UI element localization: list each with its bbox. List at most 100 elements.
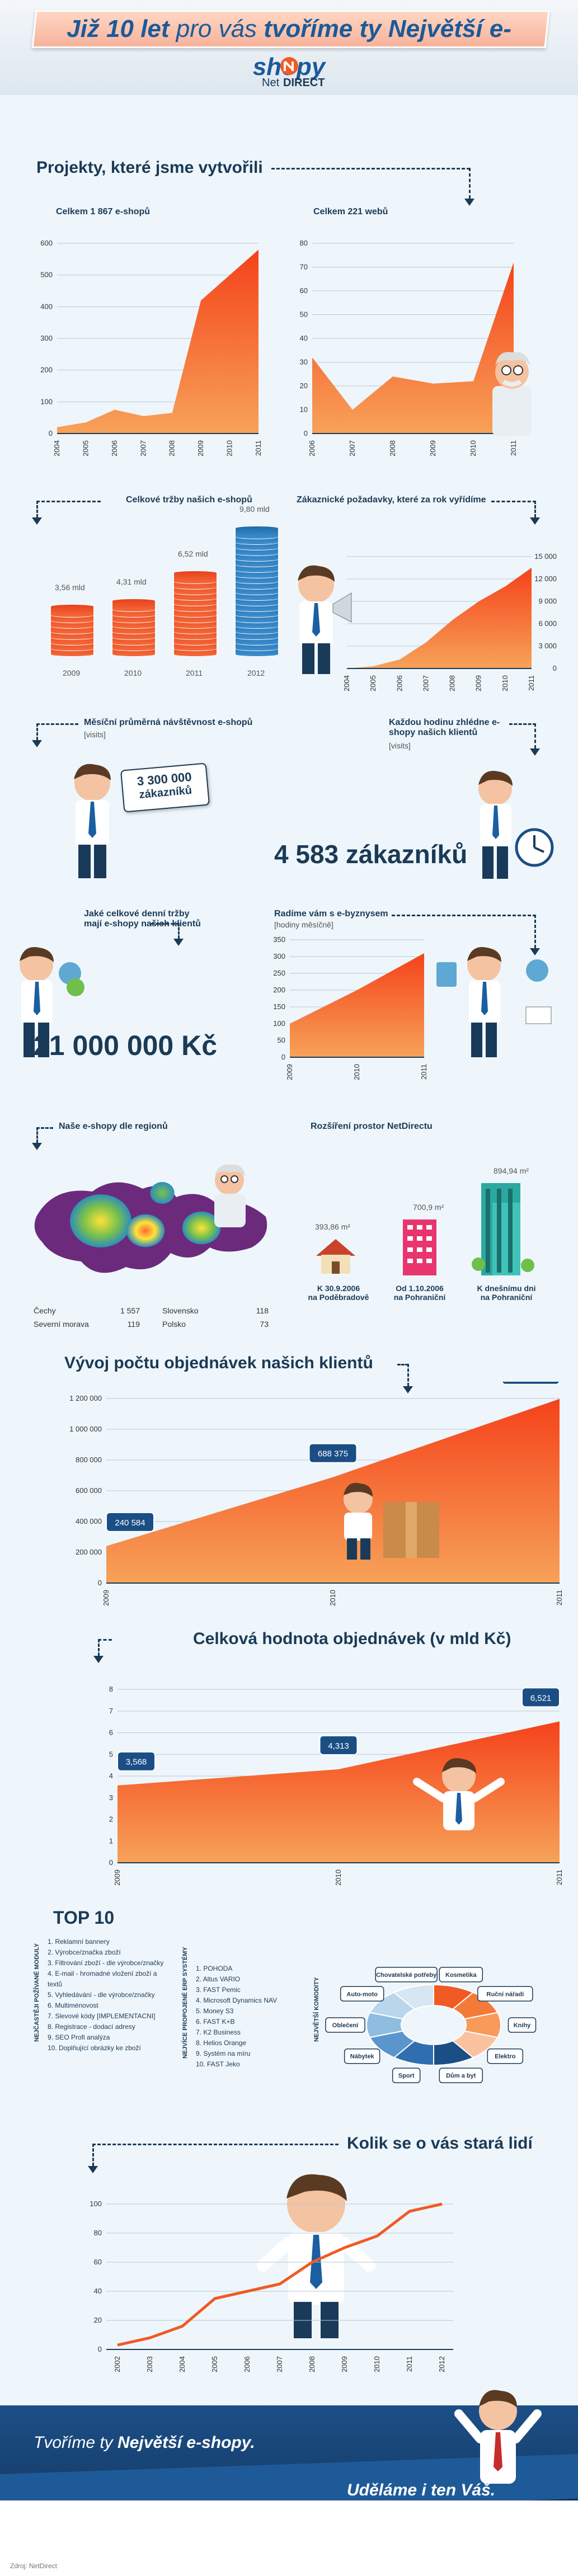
revenue-title: Jaké celkové denní tržby mají e-shopy na…	[84, 909, 201, 929]
top10-item: 4. Microsoft Dynamics NAV	[196, 1996, 278, 2004]
sales-year-label: 2011	[186, 668, 203, 677]
space-title: Rozšíření prostor NetDirectu	[311, 1122, 433, 1131]
region-value: 118	[256, 1306, 269, 1315]
visits-title: Měsíční průměrná návštěvnost e-shopů	[84, 718, 253, 727]
requests-arrow-line-v	[534, 501, 536, 517]
advice-unit: [hodiny měsíčně]	[274, 920, 333, 929]
top10-item: 5. Money S3	[196, 2007, 234, 2015]
webs-chart-title: Celkem 221 webů	[313, 207, 388, 216]
y-tick-label: 300	[273, 952, 285, 960]
top10-item: 2. Altus VARIO	[196, 1975, 241, 1983]
data-label-box	[521, 1687, 560, 1708]
header-banner-text: Již 10 let pro vás tvoříme ty Největší e…	[34, 10, 544, 81]
y-tick-label: 4	[109, 1772, 113, 1780]
requests-title: Zákaznické požadavky, které za rok vyříd…	[297, 495, 486, 505]
value-arrow-head	[93, 1656, 104, 1663]
x-tick-label: 2012	[438, 2356, 446, 2372]
x-tick-label: 2009	[429, 440, 437, 456]
source-note: Zdroj: NetDirect	[10, 2562, 58, 2570]
donut-label-box	[344, 2048, 380, 2064]
sales-year-label: 2012	[247, 668, 265, 677]
y-tick-label: 400 000	[76, 1517, 102, 1525]
regions-row: Severní morava 119 Polsko 73	[34, 1320, 269, 1333]
x-tick-label: 2006	[395, 675, 403, 691]
area-series	[57, 249, 259, 434]
donut-label: Nábytek	[350, 2054, 375, 2060]
space-place: na Pohraniční	[480, 1293, 533, 1302]
y-tick-label: 300	[40, 334, 53, 342]
space-place: na Pohraniční	[393, 1293, 446, 1302]
netdirect-logo: Net DIRECT	[262, 57, 325, 89]
hourly-unit: [visits]	[389, 741, 411, 750]
x-tick-label: 2005	[210, 2356, 219, 2372]
y-tick-label: 40	[94, 2287, 102, 2295]
y-tick-label: 0	[553, 664, 557, 672]
building-small-icon	[403, 1219, 436, 1275]
y-tick-label: 400	[40, 302, 53, 310]
x-tick-label: 2011	[254, 440, 262, 456]
x-tick-label: 2010	[328, 1590, 337, 1606]
requests-arrow-head	[530, 517, 540, 525]
donut-slice	[393, 1984, 434, 2010]
top10-col2-title: NEJVÍCE PROPOJENÉ ERP SYSTÉMY	[182, 1947, 189, 2059]
y-tick-label: 9 000	[538, 597, 557, 605]
donut-label-box	[325, 2017, 365, 2033]
value-title: Celková hodnota objednávek (v mld Kč)	[193, 1630, 511, 1648]
top10-col1-title: NEJČASTĚJI POŽÍVANÉ MODULY	[34, 1943, 40, 2042]
y-tick-label: 100	[90, 2200, 102, 2208]
region-name: Slovensko	[162, 1306, 199, 1315]
x-tick-label: 2007	[275, 2356, 284, 2372]
y-tick-label: 0	[109, 1858, 113, 1867]
sales-coin	[173, 571, 217, 584]
mascot-old-man-map	[214, 1164, 246, 1227]
eshops-chart-title: Celkem 1 867 e-shopů	[56, 207, 151, 216]
sales-coin	[112, 599, 156, 612]
top10-item: 9. Systém na míru	[196, 2050, 251, 2057]
sales-value-label: 4,31 mld	[116, 577, 147, 586]
revenue-arrow-line-v	[178, 923, 180, 939]
space-size-1: 393,86 m²	[315, 1222, 351, 1231]
donut-label: Chovatelské potřeby	[376, 1972, 437, 1979]
line-series	[117, 2202, 443, 2347]
x-tick-label: 2003	[145, 2356, 154, 2372]
data-label: 3,568	[126, 1758, 147, 1767]
x-tick-label: 2006	[243, 2356, 251, 2372]
data-label: 6,521	[530, 1693, 552, 1703]
y-tick-label: 250	[273, 969, 285, 977]
x-tick-label: 2004	[53, 440, 61, 456]
y-tick-label: 0	[98, 2345, 102, 2353]
top10-modules-list: 1. Reklamní bannery 2. Výrobce/značka zbo…	[48, 1937, 171, 2054]
region-value: 73	[260, 1320, 269, 1329]
top10-item: 8. Helios Orange	[196, 2039, 247, 2047]
footer-bottom	[0, 2500, 578, 2576]
footer-slogan-2: Uděláme i ten Váš.	[347, 2481, 496, 2499]
x-tick-label: 2011	[420, 1064, 428, 1080]
top10-item: 7. K2 Business	[196, 2028, 241, 2036]
requests-arrow-line	[491, 501, 536, 502]
y-tick-label: 60	[300, 286, 308, 295]
top10-item: 3. Filtrování zboží - dle výrobce/značky	[48, 1959, 164, 1967]
sales-value-label: 9,80 mld	[239, 505, 270, 514]
area-series	[347, 568, 532, 668]
value-arrow-line-v	[98, 1639, 100, 1656]
top10-item: 3. FAST Pemic	[196, 1986, 241, 1994]
y-tick-label: 20	[300, 382, 308, 390]
x-tick-label: 2006	[110, 440, 119, 456]
data-label-box	[117, 1751, 156, 1772]
y-tick-label: 10	[300, 406, 308, 414]
region-value: 1 557	[120, 1306, 140, 1315]
top10-item: 10. Doplňující obrázky ke zboží	[48, 2044, 141, 2052]
donut-label: Sport	[398, 2073, 415, 2079]
top10-item: 9. SEO Profi analýza	[48, 2033, 110, 2041]
top10-item: 5. Vyhledávání - dle výrobce/značky	[48, 1991, 155, 1999]
slogan1-b: Největší e-shopy.	[118, 2433, 255, 2452]
x-tick-label: 2004	[342, 675, 351, 691]
visits-sign: 3 300 000 zákazníků	[120, 762, 210, 813]
revenue-arrow-head	[173, 939, 184, 946]
x-tick-label: 2002	[113, 2356, 121, 2372]
area-series	[106, 1398, 560, 1583]
advice-title: Radíme vám s e-byznysem	[274, 909, 388, 919]
top10-title: TOP 10	[53, 1908, 115, 1928]
data-label-box	[106, 1511, 154, 1532]
